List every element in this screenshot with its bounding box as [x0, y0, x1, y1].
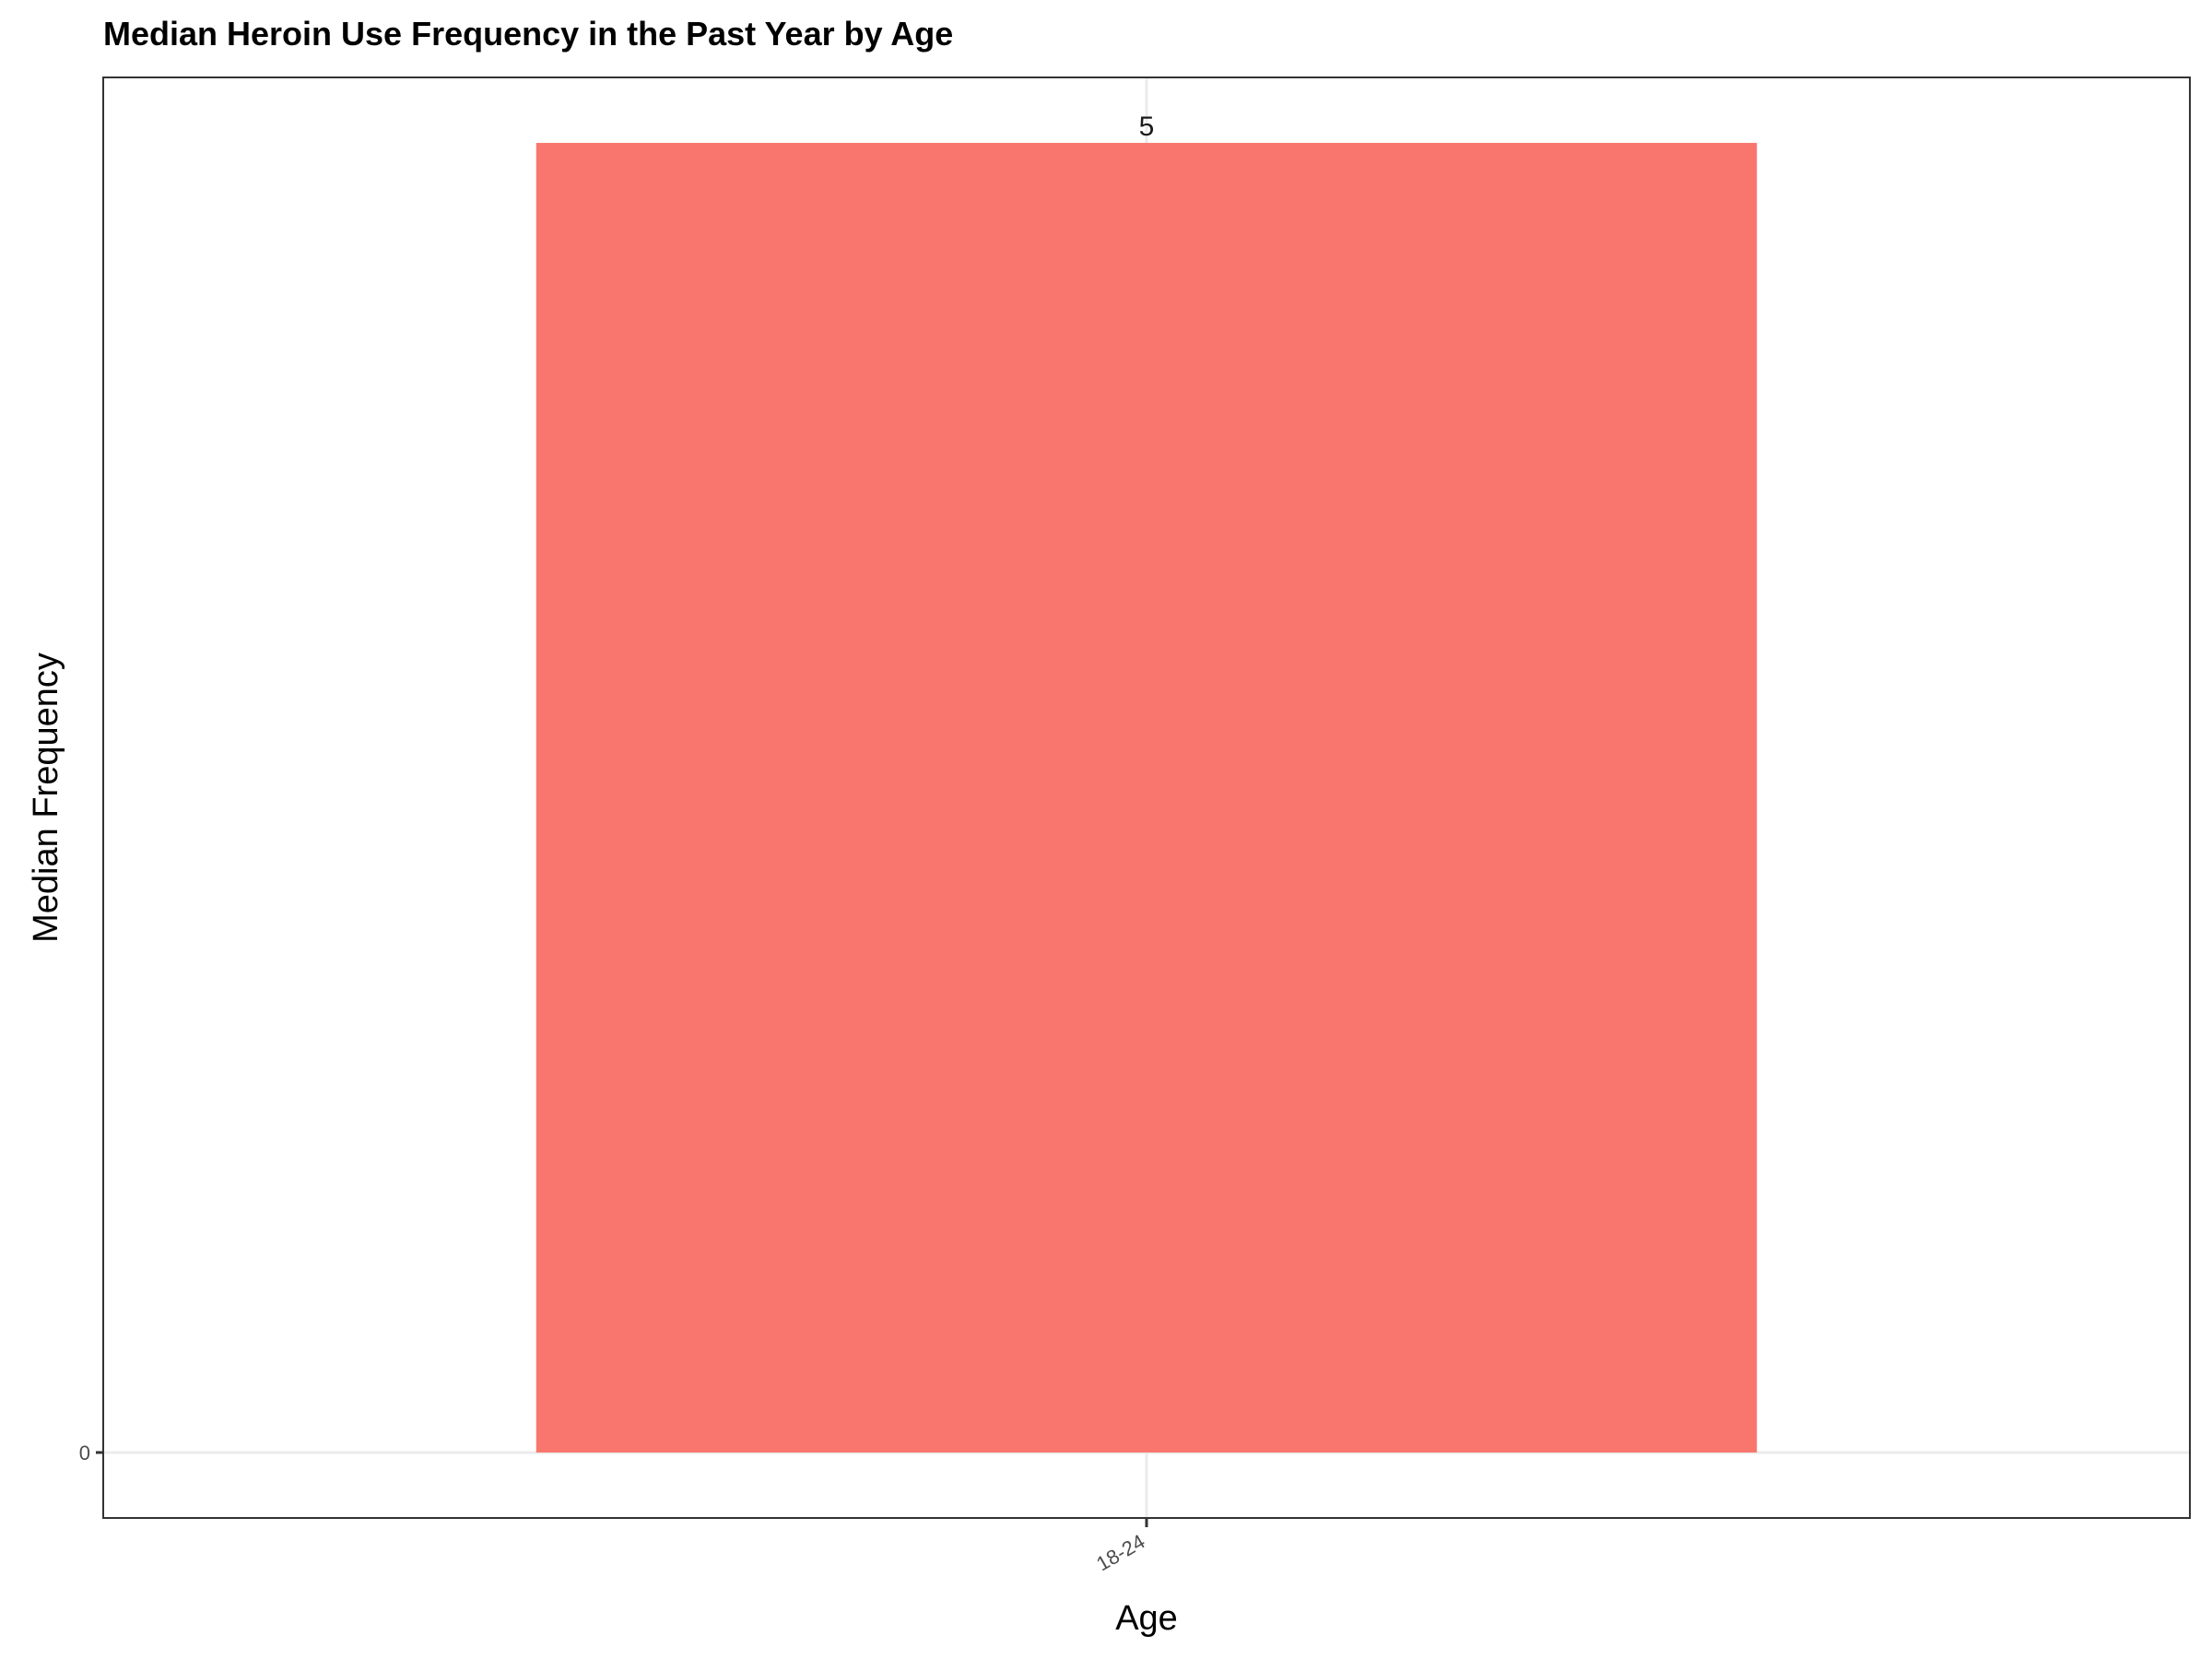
- bar: [535, 143, 1758, 1453]
- axes: 0 18-24: [79, 1441, 1149, 1576]
- bars: 5: [535, 112, 1758, 1453]
- y-axis-title: Median Frequency: [27, 653, 65, 943]
- bar-value-label: 5: [1139, 112, 1155, 142]
- chart-title: Median Heroin Use Frequency in the Past …: [103, 15, 954, 53]
- x-tick-label: 18-24: [1092, 1530, 1148, 1576]
- x-axis-title: Age: [1115, 1599, 1178, 1638]
- y-tick-label: 0: [79, 1441, 90, 1465]
